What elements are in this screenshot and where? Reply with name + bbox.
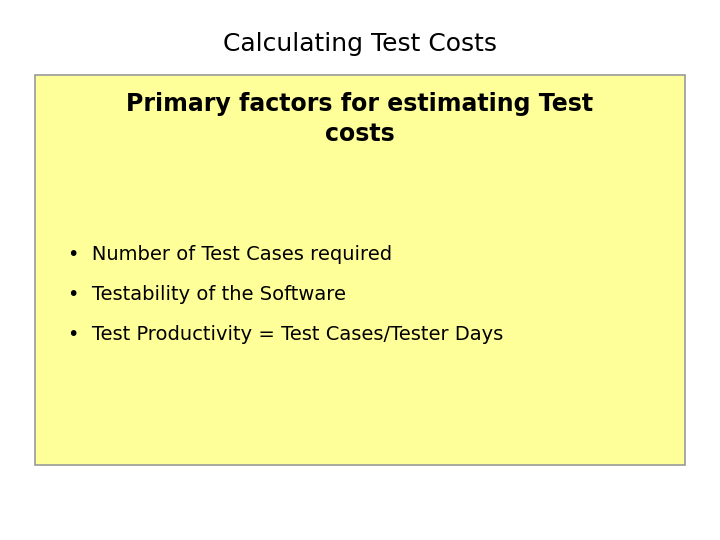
Text: •  Test Productivity = Test Cases/Tester Days: • Test Productivity = Test Cases/Tester …	[68, 325, 503, 344]
Text: Calculating Test Costs: Calculating Test Costs	[223, 32, 497, 56]
Text: •  Number of Test Cases required: • Number of Test Cases required	[68, 245, 392, 264]
Text: •  Testability of the Software: • Testability of the Software	[68, 285, 346, 304]
FancyBboxPatch shape	[35, 75, 685, 465]
Text: Primary factors for estimating Test
costs: Primary factors for estimating Test cost…	[127, 92, 593, 146]
